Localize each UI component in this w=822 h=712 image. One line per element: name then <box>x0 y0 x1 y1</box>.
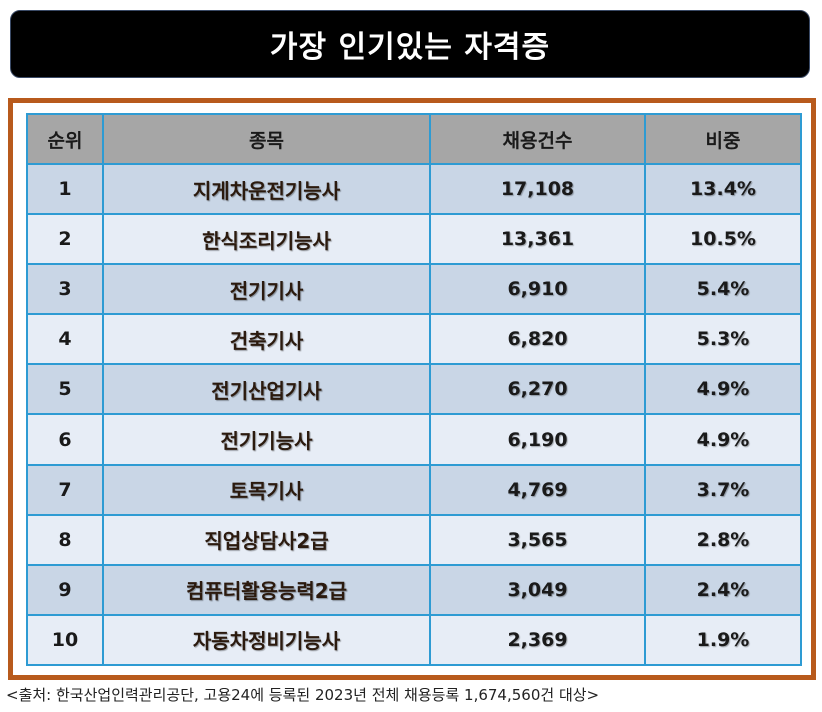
table-frame: 순위 종목 채용건수 비중 1 지게차운전기능사 17,108 13.4% 2 … <box>8 98 816 680</box>
name-cell: 건축기사 <box>102 313 431 366</box>
name-cell: 컴퓨터활용능력2급 <box>102 563 431 616</box>
share-cell: 4.9% <box>644 413 802 466</box>
name-cell: 한식조리기능사 <box>102 213 431 266</box>
share-cell: 2.8% <box>644 513 802 566</box>
name-cell: 전기산업기사 <box>102 363 431 416</box>
count-cell: 4,769 <box>429 463 646 516</box>
table-row: 3 전기기사 6,910 5.4% <box>26 263 802 316</box>
source-note: <출처: 한국산업인력관리공단, 고용24에 등록된 2023년 전체 채용등록… <box>6 686 600 704</box>
rank-cell: 7 <box>26 463 104 516</box>
table-row: 1 지게차운전기능사 17,108 13.4% <box>26 162 802 216</box>
rank-cell: 9 <box>26 563 104 616</box>
certificate-table: 순위 종목 채용건수 비중 1 지게차운전기능사 17,108 13.4% 2 … <box>26 113 802 667</box>
table-row: 9 컴퓨터활용능력2급 3,049 2.4% <box>26 563 802 616</box>
name-cell: 자동차정비기능사 <box>102 613 431 667</box>
count-cell: 3,049 <box>429 563 646 616</box>
title-banner: 가장 인기있는 자격증 <box>10 10 810 78</box>
share-cell: 2.4% <box>644 563 802 616</box>
name-cell: 전기기능사 <box>102 413 431 466</box>
count-cell: 2,369 <box>429 613 646 667</box>
rank-cell: 4 <box>26 313 104 366</box>
rank-cell: 8 <box>26 513 104 566</box>
table-header-row: 순위 종목 채용건수 비중 <box>26 113 802 165</box>
table-row: 5 전기산업기사 6,270 4.9% <box>26 363 802 416</box>
count-cell: 6,190 <box>429 413 646 466</box>
name-cell: 토목기사 <box>102 463 431 516</box>
count-cell: 6,910 <box>429 263 646 316</box>
header-count: 채용건수 <box>429 113 646 165</box>
share-cell: 1.9% <box>644 613 802 667</box>
name-cell: 직업상담사2급 <box>102 513 431 566</box>
rank-cell: 5 <box>26 363 104 416</box>
count-cell: 3,565 <box>429 513 646 566</box>
rank-cell: 6 <box>26 413 104 466</box>
rank-cell: 10 <box>26 613 104 667</box>
share-cell: 4.9% <box>644 363 802 416</box>
header-share: 비중 <box>644 113 802 165</box>
count-cell: 13,361 <box>429 213 646 266</box>
table-row: 2 한식조리기능사 13,361 10.5% <box>26 213 802 266</box>
share-cell: 10.5% <box>644 213 802 266</box>
table-row: 10 자동차정비기능사 2,369 1.9% <box>26 613 802 667</box>
table-row: 6 전기기능사 6,190 4.9% <box>26 413 802 466</box>
rank-cell: 1 <box>26 162 104 216</box>
share-cell: 5.3% <box>644 313 802 366</box>
count-cell: 6,270 <box>429 363 646 416</box>
header-rank: 순위 <box>26 113 104 165</box>
table-row: 7 토목기사 4,769 3.7% <box>26 463 802 516</box>
rank-cell: 2 <box>26 213 104 266</box>
page-title: 가장 인기있는 자격증 <box>269 30 551 65</box>
table-row: 8 직업상담사2급 3,565 2.8% <box>26 513 802 566</box>
header-name: 종목 <box>102 113 431 165</box>
table-row: 4 건축기사 6,820 5.3% <box>26 313 802 366</box>
share-cell: 13.4% <box>644 162 802 216</box>
share-cell: 3.7% <box>644 463 802 516</box>
name-cell: 지게차운전기능사 <box>102 162 431 216</box>
name-cell: 전기기사 <box>102 263 431 316</box>
count-cell: 17,108 <box>429 162 646 216</box>
share-cell: 5.4% <box>644 263 802 316</box>
rank-cell: 3 <box>26 263 104 316</box>
count-cell: 6,820 <box>429 313 646 366</box>
